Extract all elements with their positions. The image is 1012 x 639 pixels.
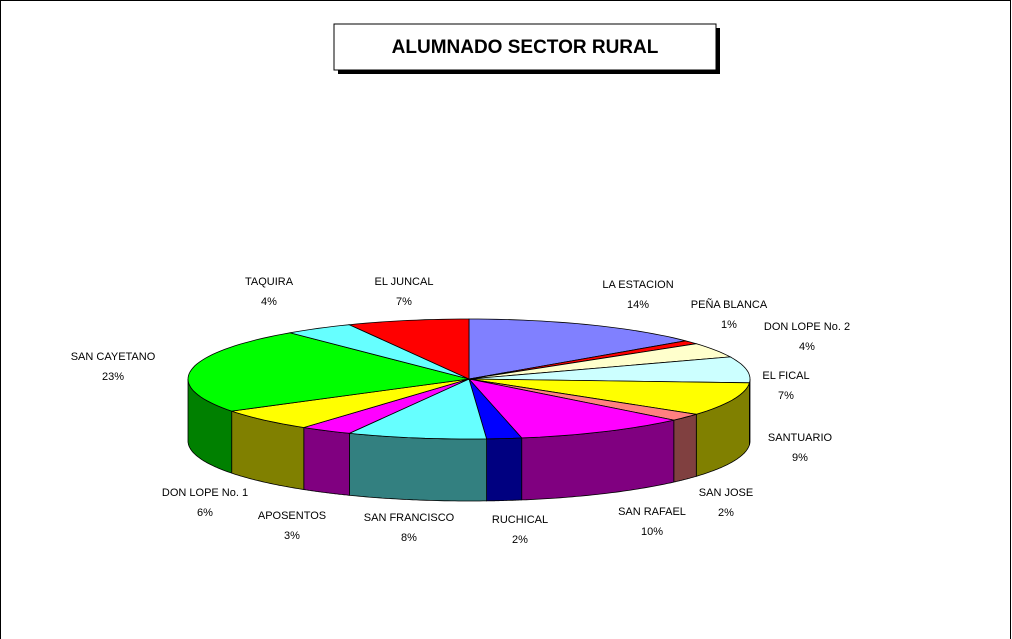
- slice-value-label: 2%: [512, 534, 528, 546]
- slice: [468, 343, 732, 380]
- slice-label: PEÑA BLANCA: [691, 298, 768, 311]
- slice-side: [486, 437, 523, 502]
- slice-value-label: 4%: [261, 296, 277, 308]
- slice-side: [673, 413, 697, 483]
- chart-title: ALUMNADO SECTOR RURAL: [392, 37, 659, 58]
- slice-label: TAQUIRA: [245, 276, 294, 288]
- slice-label: APOSENTOS: [258, 510, 326, 522]
- slice-value-label: 1%: [721, 319, 737, 331]
- slice-value-label: 23%: [102, 371, 124, 383]
- slice-value-label: 2%: [718, 507, 734, 519]
- slice: [468, 318, 686, 380]
- slice: [289, 324, 470, 380]
- slice: [187, 332, 470, 412]
- slice-label: DON LOPE No. 2: [764, 321, 850, 333]
- slice-label: DON LOPE No. 1: [162, 487, 248, 499]
- slice-side: [349, 432, 487, 502]
- slice-label: RUCHICAL: [492, 514, 548, 526]
- slice-side: [303, 427, 350, 496]
- slice-value-label: 6%: [197, 507, 213, 519]
- slice: [303, 378, 470, 434]
- slice-value-label: 7%: [396, 296, 412, 308]
- slice-label: SAN JOSE: [699, 487, 753, 499]
- slice: [467, 378, 674, 439]
- slice-value-label: 10%: [641, 526, 663, 538]
- slice-value-label: 8%: [401, 532, 417, 544]
- slice: [468, 378, 750, 415]
- slice: [347, 378, 488, 440]
- slice-value-label: 14%: [627, 299, 649, 311]
- slice: [468, 356, 751, 384]
- slice-label: SAN CAYETANO: [71, 351, 156, 363]
- slice-label: SAN FRANCISCO: [364, 512, 455, 524]
- slice-label: SANTUARIO: [768, 432, 833, 444]
- slice-label: SAN RAFAEL: [618, 506, 686, 518]
- slice-label: EL FICAL: [762, 370, 809, 382]
- title-box: [333, 23, 717, 71]
- slice-label: EL JUNCAL: [375, 276, 434, 288]
- slice-value-label: 3%: [284, 530, 300, 542]
- slice: [347, 318, 470, 380]
- slice-value-label: 7%: [778, 390, 794, 402]
- slice-value-label: 4%: [799, 341, 815, 353]
- slice-label: LA ESTACION: [602, 279, 673, 291]
- slice-value-label: 9%: [792, 452, 808, 464]
- slice: [231, 378, 470, 428]
